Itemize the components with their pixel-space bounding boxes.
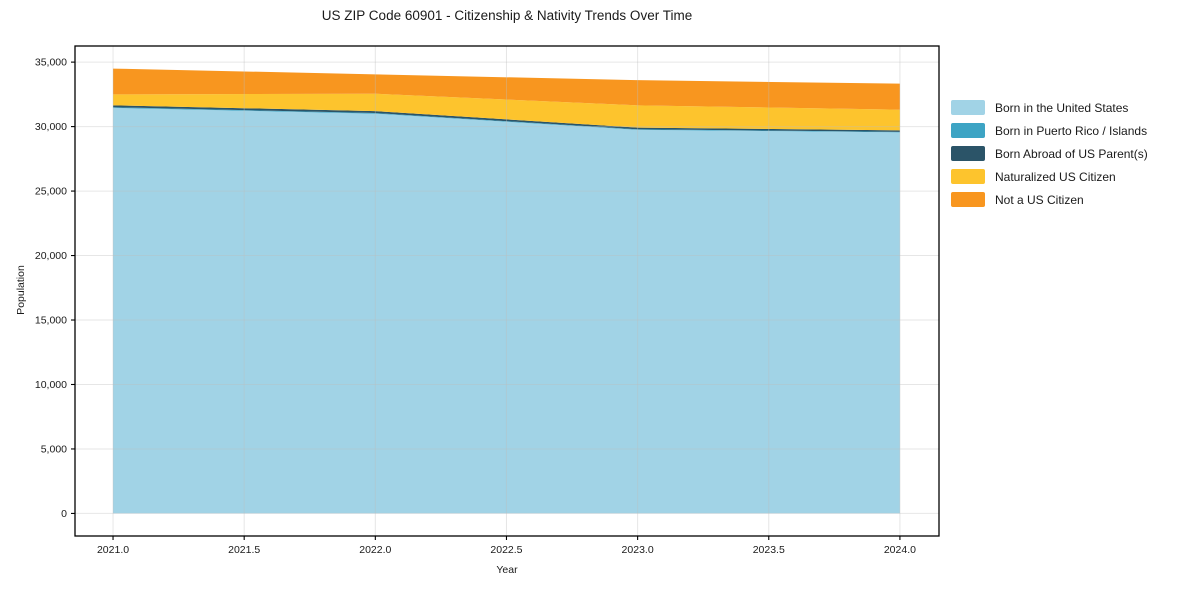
legend-swatch — [951, 100, 985, 115]
legend: Born in the United States Born in Puerto … — [951, 100, 1148, 215]
legend-swatch — [951, 169, 985, 184]
chart-title: US ZIP Code 60901 - Citizenship & Nativi… — [321, 8, 693, 23]
x-tick-label: 2022.0 — [359, 544, 391, 556]
x-tick-label: 2022.5 — [490, 544, 522, 556]
legend-swatch — [951, 146, 985, 161]
x-tick-label: 2021.5 — [228, 544, 260, 556]
legend-label: Not a US Citizen — [995, 192, 1084, 207]
legend-item-3: Naturalized US Citizen — [951, 169, 1148, 184]
legend-label: Naturalized US Citizen — [995, 169, 1116, 184]
x-tick-label: 2021.0 — [97, 544, 129, 556]
y-tick-label: 30,000 — [35, 121, 67, 133]
y-tick-label: 15,000 — [35, 315, 67, 327]
legend-item-2: Born Abroad of US Parent(s) — [951, 146, 1148, 161]
legend-item-0: Born in the United States — [951, 100, 1148, 115]
legend-label: Born in the United States — [995, 100, 1129, 115]
legend-item-4: Not a US Citizen — [951, 192, 1148, 207]
area-series-2 — [113, 105, 900, 132]
legend-item-1: Born in Puerto Rico / Islands — [951, 123, 1148, 138]
legend-swatch — [951, 123, 985, 138]
area-series-0 — [113, 107, 900, 514]
x-tick-label: 2024.0 — [884, 544, 916, 556]
area-series-4 — [113, 68, 900, 110]
x-tick-label: 2023.5 — [753, 544, 785, 556]
y-tick-label: 35,000 — [35, 57, 67, 69]
x-tick-label: 2023.0 — [622, 544, 654, 556]
y-tick-label: 5,000 — [41, 443, 67, 455]
y-tick-label: 25,000 — [35, 186, 67, 198]
y-tick-label: 0 — [61, 508, 67, 520]
y-tick-label: 20,000 — [35, 250, 67, 262]
y-tick-label: 10,000 — [35, 379, 67, 391]
legend-label: Born Abroad of US Parent(s) — [995, 146, 1148, 161]
legend-label: Born in Puerto Rico / Islands — [995, 123, 1148, 138]
legend-swatch — [951, 192, 985, 207]
x-axis-label: Year — [496, 564, 518, 576]
area-series-3 — [113, 93, 900, 131]
